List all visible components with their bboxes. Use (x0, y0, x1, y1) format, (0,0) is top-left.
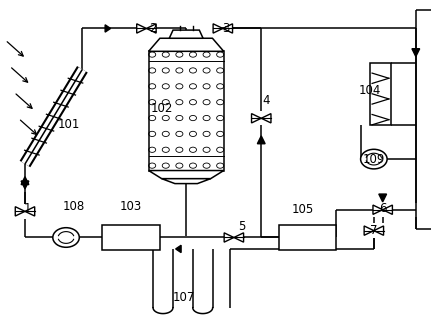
Polygon shape (223, 24, 233, 33)
Polygon shape (137, 24, 147, 33)
Bar (102, 225, 159, 250)
Text: 4: 4 (262, 94, 269, 107)
Bar (370, 63, 391, 125)
Circle shape (361, 149, 387, 169)
Text: 105: 105 (292, 203, 315, 216)
Polygon shape (25, 207, 35, 216)
Polygon shape (364, 226, 374, 235)
Text: 101: 101 (58, 118, 80, 131)
Polygon shape (252, 113, 261, 123)
Text: 109: 109 (363, 153, 385, 166)
Polygon shape (379, 194, 387, 202)
Polygon shape (412, 49, 420, 56)
Text: 103: 103 (120, 200, 142, 213)
Bar (279, 225, 336, 250)
Text: 108: 108 (62, 200, 85, 213)
Polygon shape (224, 233, 234, 242)
Polygon shape (169, 30, 203, 38)
Polygon shape (105, 25, 111, 32)
Polygon shape (373, 205, 383, 215)
Text: 5: 5 (238, 219, 245, 233)
Text: 7: 7 (370, 224, 377, 237)
Bar (149, 51, 224, 171)
Text: 6: 6 (379, 202, 386, 215)
Polygon shape (21, 181, 29, 189)
Polygon shape (15, 207, 25, 216)
Polygon shape (21, 177, 29, 185)
Polygon shape (149, 171, 224, 179)
Text: 1: 1 (23, 202, 31, 215)
Circle shape (53, 228, 79, 247)
Text: 102: 102 (151, 102, 173, 115)
Text: 104: 104 (358, 84, 381, 97)
Polygon shape (261, 113, 271, 123)
Polygon shape (149, 38, 224, 51)
Polygon shape (374, 226, 384, 235)
Polygon shape (162, 179, 210, 184)
Text: 2: 2 (149, 22, 157, 35)
Text: 107: 107 (173, 291, 195, 304)
Polygon shape (147, 24, 156, 33)
Text: 3: 3 (222, 22, 229, 35)
Polygon shape (213, 24, 223, 33)
Polygon shape (234, 233, 244, 242)
Polygon shape (257, 136, 265, 144)
Polygon shape (383, 205, 392, 215)
Polygon shape (176, 245, 181, 253)
